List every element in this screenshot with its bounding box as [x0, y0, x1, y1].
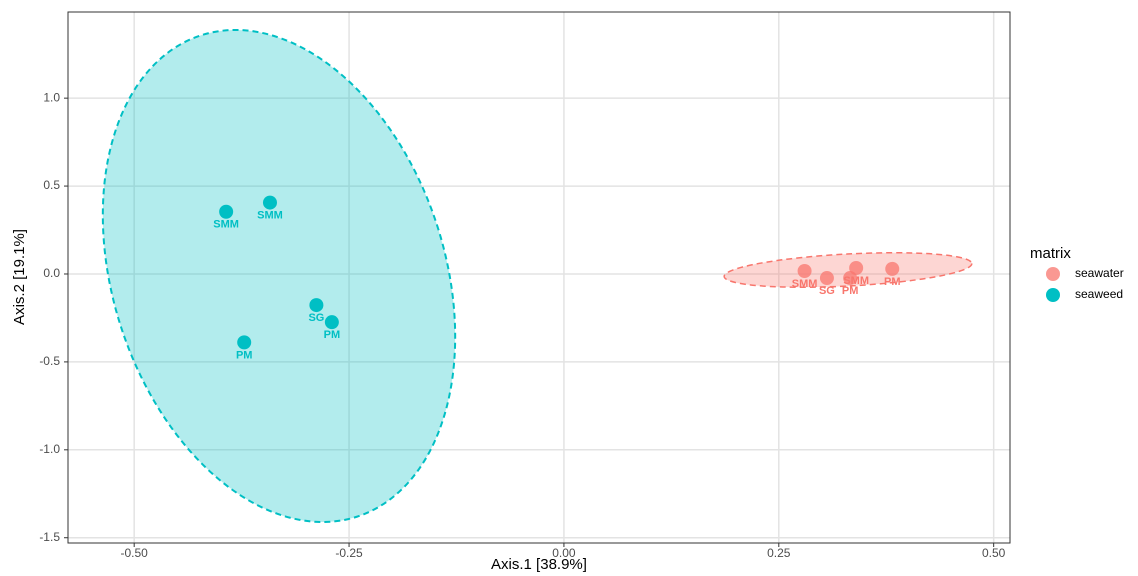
point: [219, 204, 234, 219]
plot-frame: [67, 11, 1011, 544]
x-tick-label: 0.25: [767, 546, 791, 560]
y-tick-label: -1.0: [39, 442, 60, 456]
y-tick-label: 0.5: [43, 178, 60, 192]
legend: seawater seaweed: [1046, 266, 1124, 302]
confidence-ellipse: [723, 252, 973, 288]
point: [309, 298, 324, 313]
point: [237, 335, 252, 350]
x-axis-title: Axis.1 [38.9%]: [491, 556, 587, 573]
legend-label: seaweed: [1075, 287, 1123, 301]
y-axis-title: Axis.2 [19.1%]: [11, 229, 28, 325]
point-label: SG: [819, 285, 835, 297]
point: [797, 263, 812, 278]
y-tick-label: 1.0: [43, 90, 60, 104]
point-label: SG: [308, 312, 324, 324]
point-label: PM: [884, 276, 901, 288]
x-tick-label: -0.50: [121, 546, 149, 560]
x-tick-label: 0.00: [552, 546, 576, 560]
point-label: SMM: [792, 278, 818, 290]
y-tick-label: -0.5: [39, 354, 60, 368]
x-tick-label: 0.50: [982, 546, 1006, 560]
point: [849, 261, 864, 276]
confidence-ellipse: [101, 28, 457, 524]
grid: [68, 12, 1010, 543]
point-label: PM: [842, 285, 859, 297]
point-label: PM: [324, 329, 341, 341]
y-tick-label: -1.5: [39, 530, 60, 544]
legend-key: [1046, 267, 1060, 281]
y-tick-label: 0.0: [43, 266, 60, 280]
point-label: SMM: [213, 219, 239, 231]
legend-key: [1046, 288, 1060, 302]
point: [324, 315, 339, 330]
point: [262, 195, 277, 210]
x-tick-label: -0.25: [335, 546, 363, 560]
legend-title: matrix: [1030, 245, 1071, 262]
point: [819, 271, 834, 286]
point-label: SMM: [843, 275, 869, 287]
point: [885, 261, 900, 276]
point-label: PM: [236, 349, 253, 361]
legend-label: seawater: [1075, 266, 1124, 280]
point-label: SMM: [257, 210, 283, 222]
